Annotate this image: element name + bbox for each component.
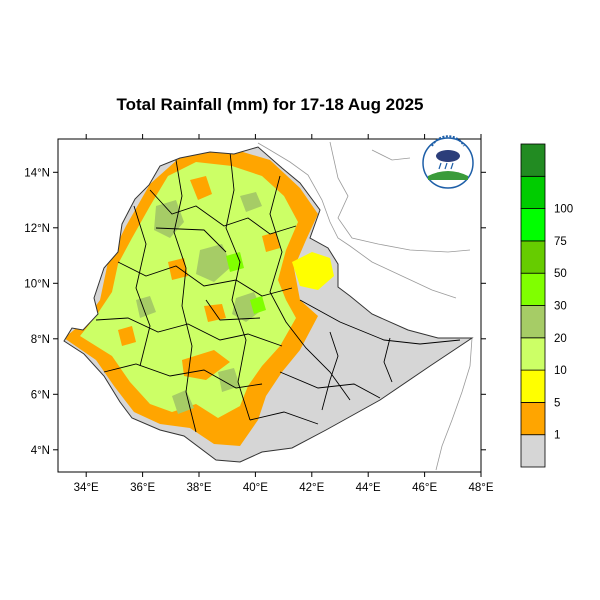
map-axes: 34°E 36°E 38°E 40°E 42°E 44°E 46°E 48°E 4°N 6°N 8°…	[24, 134, 494, 494]
map-title: Total Rainfall (mm) for 17-18 Aug 2025	[116, 95, 424, 114]
legend-swatch	[520, 240, 546, 274]
legend-colorbar: 1 5 10 20 30 50 75 100	[520, 143, 573, 468]
landscape-icon	[428, 171, 468, 180]
legend-label: 100	[554, 204, 573, 216]
legend-swatch	[520, 369, 546, 403]
legend-label: 30	[554, 301, 567, 313]
x-tick-label: 34°E	[74, 482, 99, 494]
y-tick-label: 14°N	[24, 167, 50, 179]
country-outline	[63, 146, 474, 463]
legend-label: 1	[554, 430, 560, 442]
x-tick-label: 40°E	[243, 482, 268, 494]
x-tick-label: 44°E	[356, 482, 381, 494]
legend-label: 75	[554, 236, 567, 248]
rain-zone-5-10mm	[292, 252, 334, 290]
rain-drops-icon	[438, 162, 454, 170]
y-tick-label: 6°N	[31, 389, 50, 401]
x-tick-label: 42°E	[299, 482, 324, 494]
x-tick-label: 38°E	[186, 482, 211, 494]
legend-swatch	[520, 272, 546, 306]
cloud-icon	[436, 150, 460, 162]
region-boundaries	[95, 151, 461, 433]
legend-swatch	[520, 337, 546, 371]
legend-swatch	[520, 434, 546, 468]
legend-swatch	[520, 305, 546, 339]
y-tick-label: 10°N	[24, 278, 50, 290]
legend-label: 20	[554, 333, 567, 345]
rain-zone-20-30mm	[136, 192, 262, 414]
legend-label: 50	[554, 268, 567, 280]
agency-logo	[422, 135, 474, 189]
x-tick-label: 36°E	[130, 482, 155, 494]
y-tick-label: 8°N	[31, 334, 50, 346]
legend-label: 5	[554, 397, 560, 409]
x-tick-label: 48°E	[468, 482, 493, 494]
x-tick-label: 46°E	[412, 482, 437, 494]
legend-swatch	[520, 143, 546, 177]
rain-zone-30-50mm	[226, 252, 266, 314]
y-tick-label: 12°N	[24, 223, 50, 235]
legend-swatch	[520, 175, 546, 210]
legend-swatch	[520, 208, 546, 242]
legend-label: 10	[554, 365, 567, 377]
legend-swatch	[520, 401, 546, 436]
neighbour-boundaries	[257, 141, 473, 471]
y-tick-label: 4°N	[31, 445, 50, 457]
